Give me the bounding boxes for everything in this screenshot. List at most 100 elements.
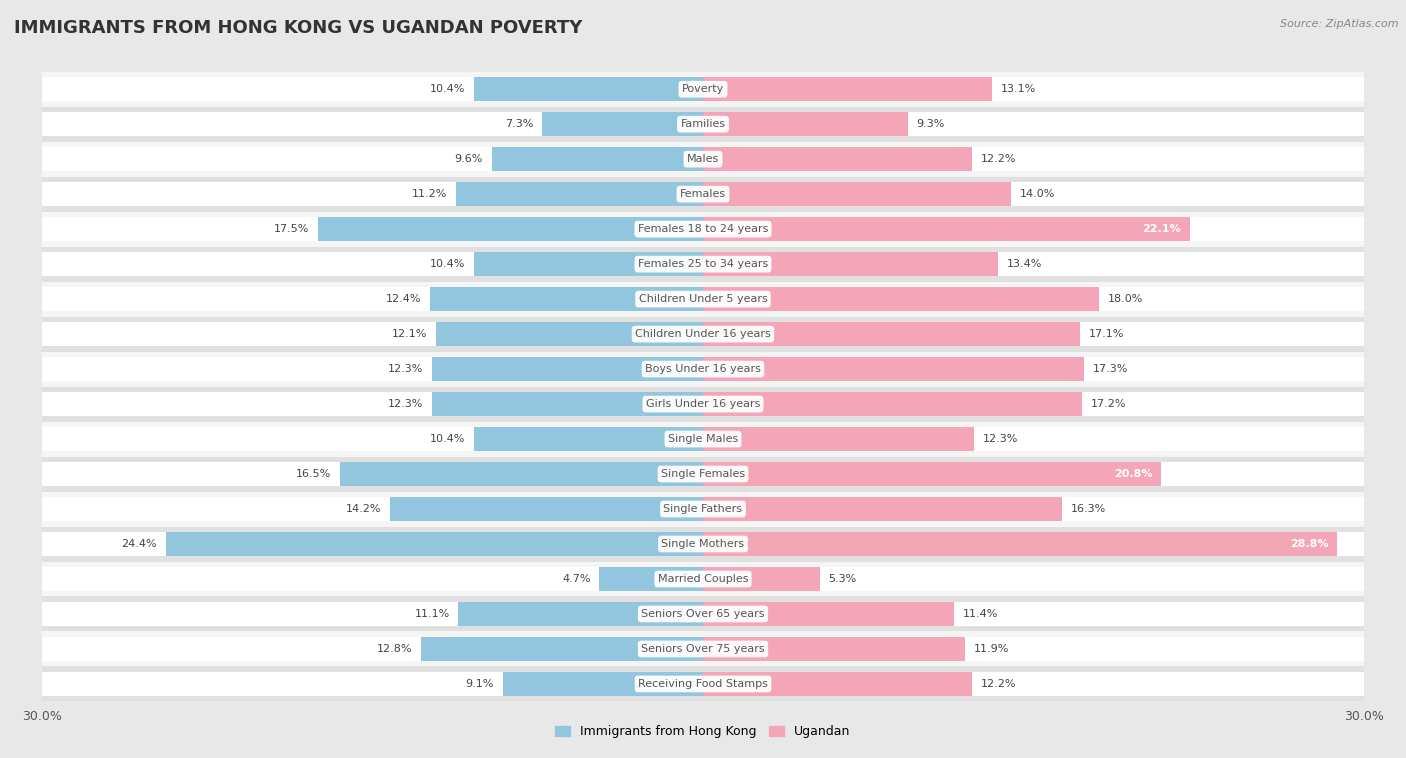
Bar (703, 357, 1084, 381)
Bar (42, 142, 1364, 177)
Text: Single Females: Single Females (661, 469, 745, 479)
Bar (703, 182, 1011, 206)
Text: Receiving Food Stamps: Receiving Food Stamps (638, 679, 768, 689)
Text: 10.4%: 10.4% (430, 259, 465, 269)
Bar (703, 496, 1364, 522)
Text: 4.7%: 4.7% (562, 574, 591, 584)
Bar (502, 672, 703, 696)
Text: Seniors Over 75 years: Seniors Over 75 years (641, 644, 765, 654)
Bar (703, 287, 1364, 312)
Bar (703, 322, 1080, 346)
Bar (42, 631, 1364, 666)
Text: Single Mothers: Single Mothers (661, 539, 745, 549)
Text: Girls Under 16 years: Girls Under 16 years (645, 399, 761, 409)
Bar (42, 666, 1364, 701)
Bar (432, 357, 703, 381)
Bar (458, 602, 703, 626)
Bar (42, 77, 703, 102)
Bar (703, 392, 1364, 416)
Bar (703, 77, 1364, 102)
Text: Single Fathers: Single Fathers (664, 504, 742, 514)
Bar (42, 112, 703, 136)
Text: Males: Males (688, 154, 718, 164)
Bar (703, 217, 1189, 241)
Text: 13.4%: 13.4% (1007, 259, 1042, 269)
Bar (42, 392, 703, 416)
Bar (703, 637, 1364, 661)
Bar (599, 567, 703, 591)
Bar (703, 602, 955, 626)
Text: Source: ZipAtlas.com: Source: ZipAtlas.com (1281, 19, 1399, 29)
Bar (42, 602, 703, 626)
Bar (703, 427, 974, 451)
Text: 17.3%: 17.3% (1092, 364, 1128, 374)
Bar (42, 217, 703, 241)
Bar (703, 637, 965, 661)
Bar (42, 246, 1364, 282)
Text: 9.3%: 9.3% (917, 119, 945, 129)
Text: Boys Under 16 years: Boys Under 16 years (645, 364, 761, 374)
Bar (703, 112, 908, 136)
Text: 9.6%: 9.6% (454, 154, 482, 164)
Text: 11.4%: 11.4% (963, 609, 998, 619)
Text: Females 25 to 34 years: Females 25 to 34 years (638, 259, 768, 269)
Bar (391, 496, 703, 522)
Bar (703, 567, 820, 591)
Bar (42, 532, 703, 556)
Bar (42, 177, 1364, 211)
Text: Poverty: Poverty (682, 84, 724, 94)
Text: 12.3%: 12.3% (388, 364, 423, 374)
Bar (543, 112, 703, 136)
Text: 7.3%: 7.3% (505, 119, 533, 129)
Bar (42, 387, 1364, 421)
Text: 12.4%: 12.4% (385, 294, 420, 304)
Text: Seniors Over 65 years: Seniors Over 65 years (641, 609, 765, 619)
Bar (703, 672, 972, 696)
Bar (420, 637, 703, 661)
Bar (703, 392, 1081, 416)
Legend: Immigrants from Hong Kong, Ugandan: Immigrants from Hong Kong, Ugandan (550, 720, 856, 744)
Bar (703, 672, 1364, 696)
Bar (703, 602, 1364, 626)
Bar (703, 217, 1364, 241)
Bar (42, 491, 1364, 527)
Bar (42, 107, 1364, 142)
Bar (703, 462, 1364, 487)
Text: Married Couples: Married Couples (658, 574, 748, 584)
Text: Families: Families (681, 119, 725, 129)
Bar (42, 72, 1364, 107)
Bar (457, 182, 703, 206)
Text: 14.0%: 14.0% (1021, 190, 1056, 199)
Bar (703, 357, 1364, 381)
Bar (42, 567, 703, 591)
Text: 17.2%: 17.2% (1091, 399, 1126, 409)
Text: 10.4%: 10.4% (430, 434, 465, 444)
Text: Females: Females (681, 190, 725, 199)
Text: 12.2%: 12.2% (980, 679, 1017, 689)
Bar (42, 597, 1364, 631)
Text: 9.1%: 9.1% (465, 679, 494, 689)
Bar (42, 282, 1364, 317)
Bar (42, 421, 1364, 456)
Bar (474, 77, 703, 102)
Bar (703, 532, 1364, 556)
Bar (430, 287, 703, 312)
Bar (492, 147, 703, 171)
Text: 28.8%: 28.8% (1289, 539, 1329, 549)
Bar (42, 317, 1364, 352)
Text: 17.5%: 17.5% (273, 224, 309, 234)
Bar (42, 252, 703, 277)
Text: IMMIGRANTS FROM HONG KONG VS UGANDAN POVERTY: IMMIGRANTS FROM HONG KONG VS UGANDAN POV… (14, 19, 582, 37)
Bar (703, 567, 1364, 591)
Text: 5.3%: 5.3% (828, 574, 856, 584)
Bar (42, 637, 703, 661)
Text: 11.9%: 11.9% (974, 644, 1010, 654)
Bar (42, 182, 703, 206)
Bar (42, 287, 703, 312)
Bar (42, 527, 1364, 562)
Bar (318, 217, 703, 241)
Text: 12.3%: 12.3% (388, 399, 423, 409)
Bar (42, 427, 703, 451)
Bar (703, 112, 1364, 136)
Text: 16.3%: 16.3% (1071, 504, 1107, 514)
